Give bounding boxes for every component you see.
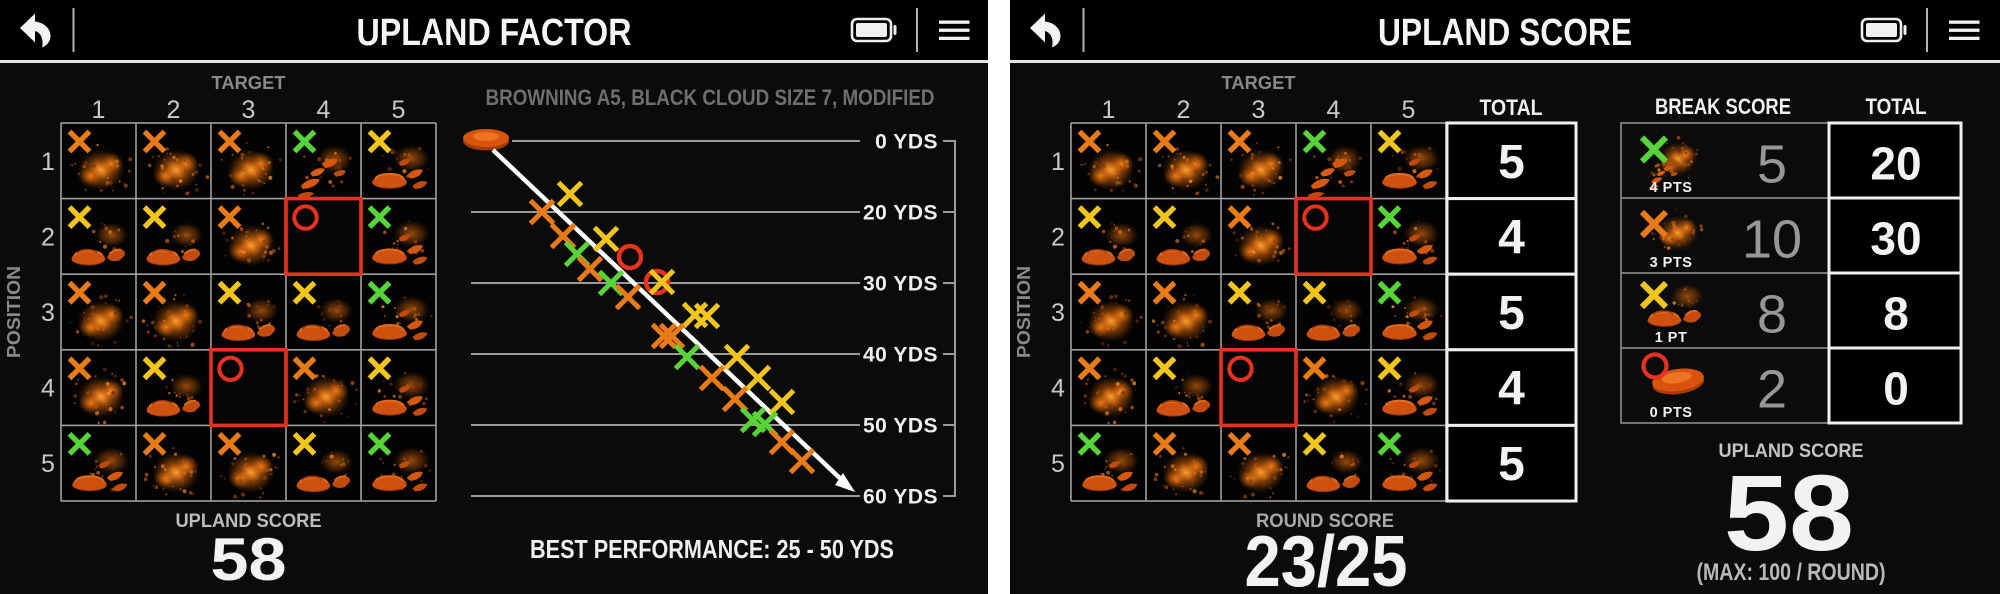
svg-text:10: 10	[1742, 210, 1802, 270]
svg-text:4: 4	[41, 375, 55, 403]
svg-text:3: 3	[242, 96, 256, 124]
svg-text:UPLAND SCORE: UPLAND SCORE	[1378, 12, 1632, 54]
svg-text:50 YDS: 50 YDS	[863, 415, 938, 438]
svg-text:5: 5	[1498, 136, 1525, 189]
svg-text:3: 3	[1051, 299, 1065, 327]
svg-text:UPLAND SCORE: UPLAND SCORE	[1719, 440, 1864, 462]
svg-text:2: 2	[41, 223, 55, 251]
svg-text:8: 8	[1757, 285, 1787, 345]
svg-text:58: 58	[211, 526, 287, 593]
svg-text:UPLAND SCORE: UPLAND SCORE	[176, 510, 322, 532]
svg-text:POSITION: POSITION	[4, 266, 24, 358]
svg-text:UPLAND FACTOR: UPLAND FACTOR	[357, 12, 632, 54]
svg-text:TOTAL: TOTAL	[1480, 95, 1543, 120]
svg-text:20 YDS: 20 YDS	[863, 202, 938, 225]
svg-text:TARGET: TARGET	[1222, 73, 1296, 93]
svg-text:5: 5	[41, 450, 55, 478]
svg-text:POSITION: POSITION	[1014, 266, 1034, 358]
svg-text:5: 5	[1498, 438, 1525, 491]
svg-text:40 YDS: 40 YDS	[863, 344, 938, 367]
svg-text:ROUND SCORE: ROUND SCORE	[1256, 510, 1394, 532]
svg-text:BEST PERFORMANCE: 25 - 50 YDS: BEST PERFORMANCE: 25 - 50 YDS	[530, 534, 894, 564]
svg-text:58: 58	[1724, 452, 1854, 573]
svg-text:20: 20	[1870, 138, 1921, 190]
svg-text:8: 8	[1883, 288, 1909, 340]
svg-text:0: 0	[1883, 363, 1909, 415]
svg-text:30: 30	[1870, 213, 1921, 265]
svg-text:1: 1	[1102, 96, 1116, 124]
svg-text:1: 1	[92, 96, 106, 124]
svg-text:5: 5	[1051, 450, 1065, 478]
svg-text:4: 4	[1498, 211, 1525, 264]
svg-text:4: 4	[1498, 363, 1525, 416]
svg-text:30 YDS: 30 YDS	[863, 273, 938, 296]
svg-text:3 PTS: 3 PTS	[1650, 255, 1693, 271]
svg-text:5: 5	[1402, 96, 1416, 124]
svg-text:BROWNING A5, BLACK CLOUD SIZE: BROWNING A5, BLACK CLOUD SIZE 7, MODIFIE…	[486, 85, 935, 110]
svg-text:1: 1	[1051, 148, 1065, 176]
svg-text:2: 2	[1051, 223, 1065, 251]
svg-text:2: 2	[1757, 360, 1787, 420]
svg-text:2: 2	[167, 96, 181, 124]
svg-text:1: 1	[41, 148, 55, 176]
svg-text:BREAK SCORE: BREAK SCORE	[1655, 94, 1791, 119]
svg-text:TARGET: TARGET	[212, 73, 286, 93]
svg-text:60 YDS: 60 YDS	[863, 486, 938, 509]
svg-text:23/25: 23/25	[1245, 522, 1408, 594]
svg-text:4: 4	[1051, 375, 1065, 403]
svg-text:5: 5	[392, 96, 406, 124]
svg-text:2: 2	[1177, 96, 1191, 124]
svg-text:1 PT: 1 PT	[1655, 330, 1688, 346]
svg-text:0 PTS: 0 PTS	[1650, 405, 1693, 421]
svg-text:4 PTS: 4 PTS	[1650, 180, 1693, 196]
svg-text:(MAX: 100 / ROUND): (MAX: 100 / ROUND)	[1697, 559, 1886, 586]
svg-text:4: 4	[1327, 96, 1341, 124]
svg-text:0 YDS: 0 YDS	[875, 131, 938, 154]
svg-text:4: 4	[317, 96, 331, 124]
svg-text:5: 5	[1498, 287, 1525, 340]
svg-text:3: 3	[1252, 96, 1266, 124]
svg-text:TOTAL: TOTAL	[1866, 94, 1927, 119]
svg-text:3: 3	[41, 299, 55, 327]
svg-text:5: 5	[1757, 135, 1787, 195]
